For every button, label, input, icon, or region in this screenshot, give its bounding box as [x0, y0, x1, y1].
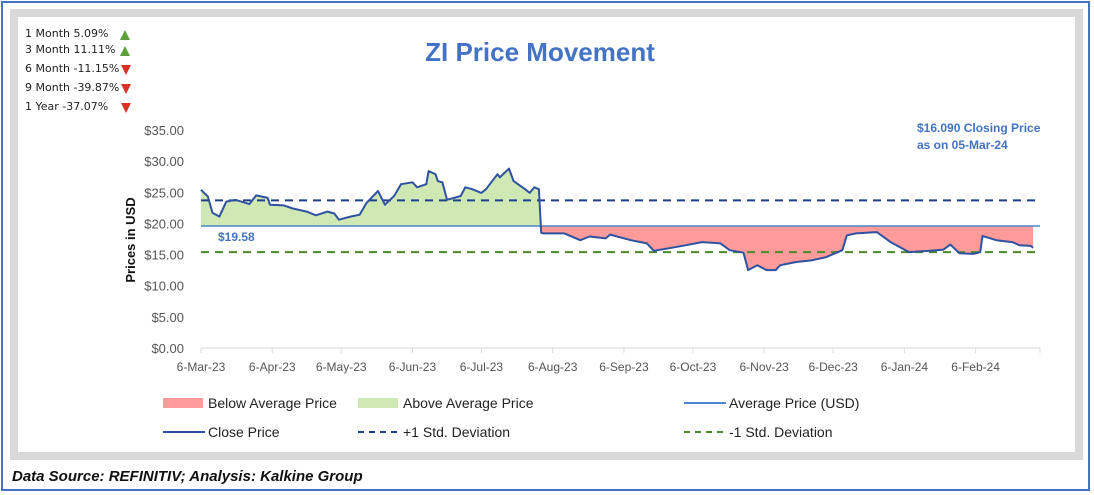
- x-tick-label: 6-Oct-23: [670, 360, 717, 374]
- y-tick-label: $20.00: [144, 216, 184, 231]
- legend-label: Below Average Price: [208, 395, 337, 411]
- x-tick-label: 6-Jul-23: [460, 360, 504, 374]
- y-tick-label: $30.00: [144, 154, 184, 169]
- y-tick-label: $5.00: [151, 310, 184, 325]
- data-source-footer: Data Source: REFINITIV; Analysis: Kalkin…: [12, 468, 363, 485]
- x-tick-label: 6-Jan-24: [881, 360, 929, 374]
- close-price-line: [200, 167, 1034, 272]
- legend-label: +1 Std. Deviation: [403, 424, 510, 440]
- legend-label: Above Average Price: [403, 395, 534, 411]
- y-axis-title: Prices in USD: [123, 197, 138, 282]
- legend-label: Average Price (USD): [729, 395, 859, 411]
- x-tick-label: 6-Mar-23: [177, 360, 226, 374]
- down-arrow-icon: [121, 84, 131, 94]
- x-tick-label: 6-Dec-23: [808, 360, 858, 374]
- legend-swatch-below: [163, 398, 203, 408]
- y-tick-label: $35.00: [144, 123, 184, 138]
- x-tick-label: 6-Jun-23: [389, 360, 437, 374]
- x-tick-label: 6-Nov-23: [739, 360, 789, 374]
- x-tick-label: 6-Sep-23: [599, 360, 649, 374]
- down-arrow-icon: [121, 65, 131, 75]
- performance-item: 1 Month 5.09%: [25, 27, 109, 40]
- y-tick-label: $15.00: [144, 248, 184, 263]
- up-arrow-icon: [120, 30, 130, 40]
- performance-item: 6 Month -11.15%: [25, 62, 120, 75]
- average-price-label: $19.58: [218, 230, 255, 244]
- closing-price-annotation: $16.090 Closing Price: [917, 121, 1041, 135]
- x-tick-label: 6-Aug-23: [528, 360, 578, 374]
- y-tick-label: $0.00: [151, 341, 184, 356]
- performance-item: 9 Month -39.87%: [25, 81, 120, 94]
- legend-swatch-above: [358, 398, 398, 408]
- y-tick-label: $25.00: [144, 185, 184, 200]
- x-tick-label: 6-Apr-23: [249, 360, 296, 374]
- performance-item: 1 Year -37.07%: [25, 100, 109, 113]
- above-average-area: [201, 168, 541, 227]
- legend-label: Close Price: [208, 424, 280, 440]
- closing-price-annotation: as on 05-Mar-24: [917, 138, 1008, 152]
- down-arrow-icon: [121, 103, 131, 113]
- x-tick-label: 6-Feb-24: [951, 360, 1000, 374]
- up-arrow-icon: [120, 46, 130, 56]
- below-average-area: [201, 226, 1034, 271]
- x-tick-label: 6-May-23: [316, 360, 367, 374]
- y-tick-label: $10.00: [144, 279, 184, 294]
- performance-item: 3 Month 11.11%: [25, 43, 116, 56]
- legend-label: -1 Std. Deviation: [729, 424, 833, 440]
- chart-title: ZI Price Movement: [425, 37, 655, 67]
